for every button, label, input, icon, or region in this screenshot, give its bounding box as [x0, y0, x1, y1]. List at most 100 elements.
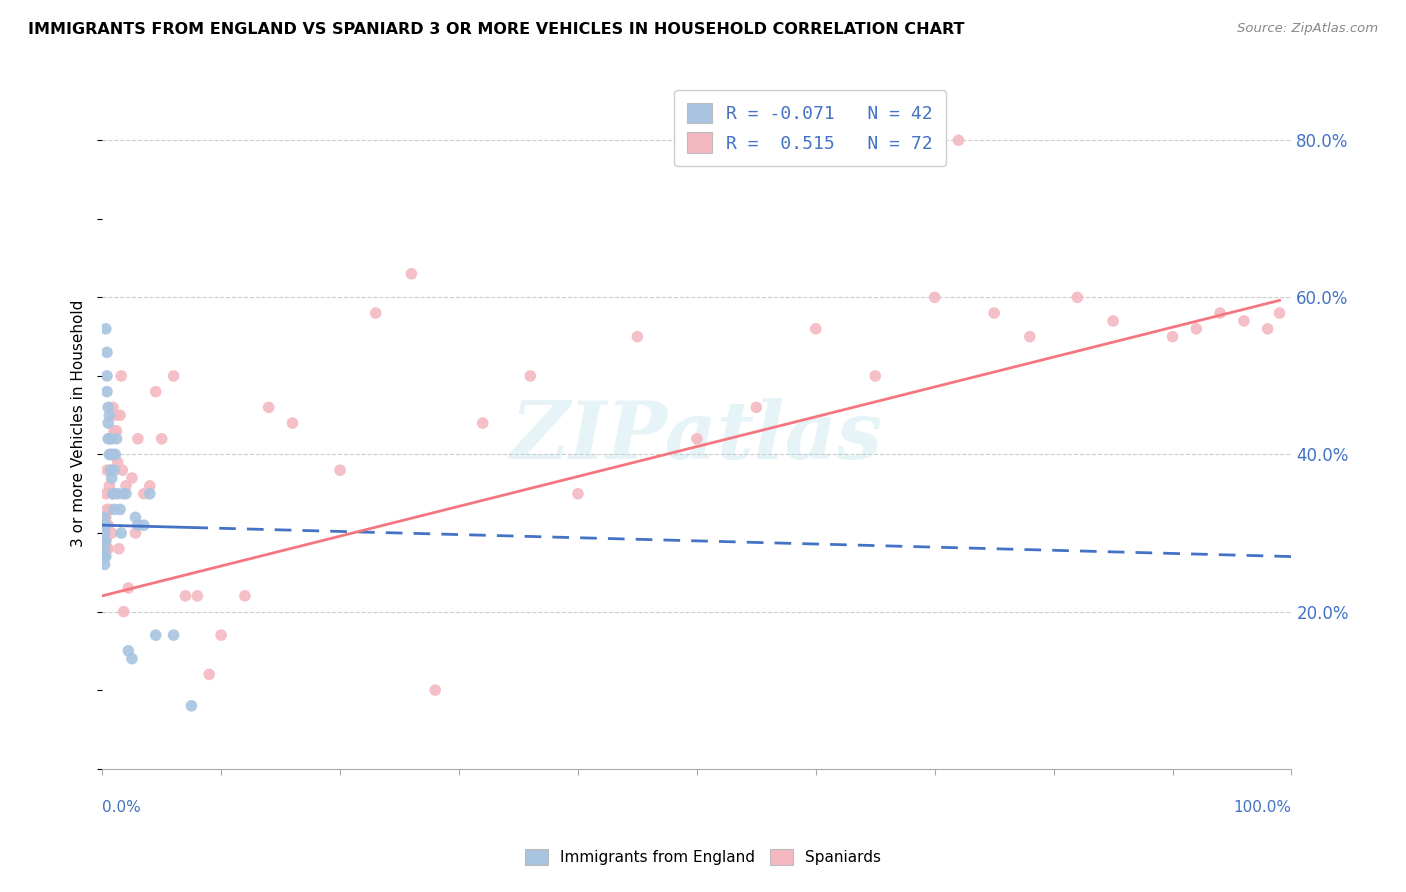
Point	[93, 533, 115, 548]
Point	[863, 368, 886, 383]
Point	[233, 589, 256, 603]
Point	[96, 502, 118, 516]
Point	[127, 432, 149, 446]
Point	[93, 526, 115, 541]
Point	[1185, 322, 1208, 336]
Text: IMMIGRANTS FROM ENGLAND VS SPANIARD 3 OR MORE VEHICLES IN HOUSEHOLD CORRELATION : IMMIGRANTS FROM ENGLAND VS SPANIARD 3 OR…	[28, 22, 965, 37]
Point	[98, 502, 121, 516]
Point	[329, 463, 352, 477]
Point	[100, 471, 122, 485]
Point	[97, 541, 120, 556]
Point	[1257, 322, 1279, 336]
Point	[162, 368, 184, 383]
Point	[93, 541, 115, 556]
Point	[364, 306, 387, 320]
Point	[110, 368, 132, 383]
Point	[145, 628, 167, 642]
Point	[150, 432, 173, 446]
Point	[1209, 306, 1232, 320]
Point	[121, 471, 143, 485]
Point	[100, 447, 122, 461]
Point	[162, 628, 184, 642]
Point	[198, 667, 221, 681]
Point	[1233, 314, 1256, 328]
Point	[97, 432, 120, 446]
Point	[209, 628, 232, 642]
Legend: R = -0.071   N = 42, R =  0.515   N = 72: R = -0.071 N = 42, R = 0.515 N = 72	[673, 90, 946, 166]
Point	[107, 487, 129, 501]
Point	[96, 463, 118, 477]
Point	[93, 558, 115, 572]
Point	[93, 526, 115, 541]
Point	[107, 455, 129, 469]
Point	[139, 479, 162, 493]
Point	[101, 487, 124, 501]
Point	[96, 368, 118, 383]
Point	[145, 384, 167, 399]
Point	[281, 416, 304, 430]
Point	[257, 401, 280, 415]
Point	[100, 432, 122, 446]
Point	[93, 518, 115, 533]
Point	[93, 518, 115, 533]
Point	[98, 408, 121, 422]
Point	[93, 541, 115, 556]
Point	[115, 479, 138, 493]
Point	[93, 533, 115, 548]
Y-axis label: 3 or more Vehicles in Household: 3 or more Vehicles in Household	[72, 300, 86, 547]
Point	[108, 541, 131, 556]
Point	[110, 526, 132, 541]
Point	[132, 518, 155, 533]
Point	[108, 408, 131, 422]
Point	[97, 401, 120, 415]
Point	[111, 463, 134, 477]
Point	[401, 267, 423, 281]
Point	[94, 549, 117, 564]
Point	[124, 510, 146, 524]
Point	[121, 651, 143, 665]
Point	[96, 541, 118, 556]
Point	[124, 526, 146, 541]
Point	[115, 487, 138, 501]
Point	[94, 533, 117, 548]
Point	[186, 589, 208, 603]
Point	[108, 502, 131, 516]
Point	[97, 518, 120, 533]
Text: 0.0%: 0.0%	[103, 800, 141, 814]
Point	[100, 463, 122, 477]
Point	[1018, 329, 1040, 343]
Point	[180, 698, 202, 713]
Point	[96, 384, 118, 399]
Point	[1268, 306, 1291, 320]
Legend: Immigrants from England, Spaniards: Immigrants from England, Spaniards	[519, 843, 887, 871]
Point	[93, 549, 115, 564]
Point	[104, 447, 127, 461]
Point	[98, 447, 121, 461]
Point	[112, 487, 135, 501]
Point	[104, 408, 127, 422]
Point	[103, 463, 125, 477]
Point	[103, 447, 125, 461]
Point	[567, 487, 589, 501]
Point	[100, 447, 122, 461]
Point	[1066, 290, 1088, 304]
Text: Source: ZipAtlas.com: Source: ZipAtlas.com	[1237, 22, 1378, 36]
Point	[94, 510, 117, 524]
Point	[745, 401, 768, 415]
Text: ZIPatlas: ZIPatlas	[510, 398, 883, 475]
Point	[94, 533, 117, 548]
Point	[98, 479, 121, 493]
Point	[174, 589, 197, 603]
Point	[112, 605, 135, 619]
Point	[1161, 329, 1184, 343]
Point	[471, 416, 494, 430]
Point	[924, 290, 946, 304]
Point	[626, 329, 648, 343]
Point	[519, 368, 541, 383]
Point	[105, 432, 128, 446]
Point	[1102, 314, 1125, 328]
Point	[103, 424, 125, 438]
Point	[93, 510, 115, 524]
Point	[93, 549, 115, 564]
Point	[132, 487, 155, 501]
